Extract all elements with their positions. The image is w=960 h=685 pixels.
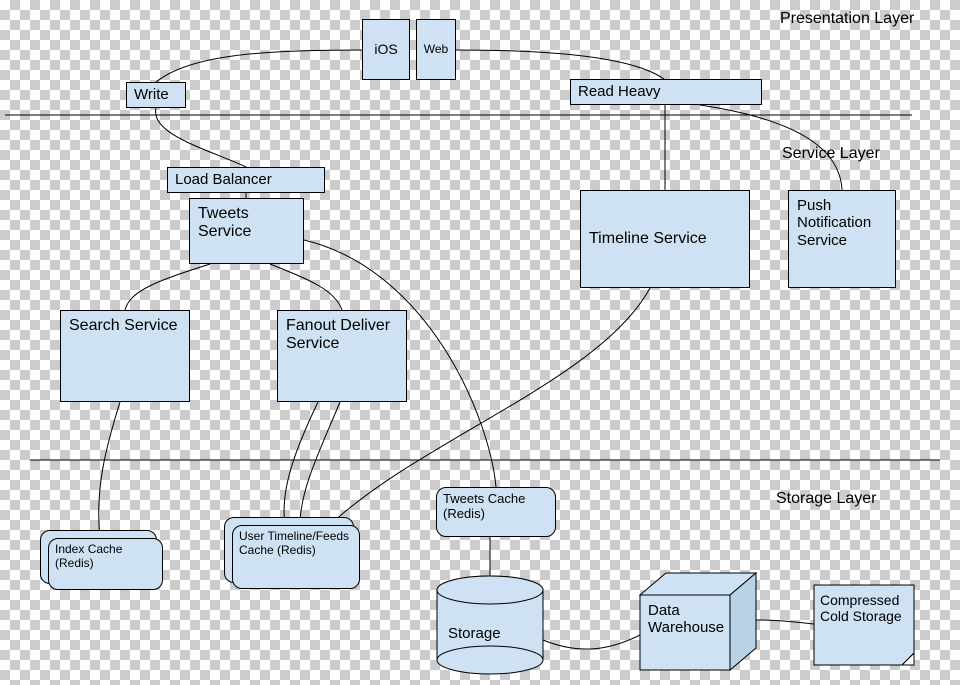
node-timeline-label: Timeline Service: [589, 230, 707, 248]
node-load-balancer: Load Balancer: [167, 167, 325, 193]
edge-storage-wh: [543, 635, 640, 649]
node-cold-label: Compressed Cold Storage: [820, 592, 908, 624]
node-warehouse-label: Data Warehouse: [648, 602, 728, 637]
edge-web-read: [456, 50, 664, 79]
edge-tweets-search: [125, 264, 210, 310]
edge-fanout-user-2: [300, 402, 340, 525]
node-tweets-service-label: Tweets Service: [198, 205, 295, 242]
node-timeline: Timeline Service: [580, 190, 750, 288]
node-index-cache: Index Cache (Redis): [48, 538, 163, 590]
edge-write-lb: [156, 108, 246, 167]
node-fanout-label: Fanout Deliver Service: [286, 317, 398, 354]
edge-search-index: [99, 402, 120, 538]
edge-ios-write: [156, 50, 362, 82]
node-search: Search Service: [60, 310, 190, 402]
node-user-cache-label: User Timeline/Feeds Cache (Redis): [239, 530, 353, 558]
edge-fanout-user-1: [284, 402, 318, 525]
node-read-heavy-label: Read Heavy: [578, 83, 661, 100]
node-storage-label: Storage: [448, 625, 501, 642]
edge-wh-cold: [756, 620, 814, 624]
node-ios: iOS: [362, 19, 410, 80]
node-index-cache-label: Index Cache (Redis): [55, 543, 156, 571]
node-web: Web: [416, 19, 456, 80]
node-user-cache: User Timeline/Feeds Cache (Redis): [232, 525, 360, 589]
node-write: Write: [126, 82, 186, 108]
layer-service-label: Service Layer: [782, 145, 880, 163]
node-tweets-service: Tweets Service: [189, 198, 304, 264]
node-push: Push Notification Service: [788, 190, 896, 288]
node-read-heavy: Read Heavy: [570, 79, 762, 105]
edge-tweets-fanout: [270, 264, 342, 310]
node-search-label: Search Service: [69, 317, 178, 335]
node-lb-label: Load Balancer: [175, 171, 272, 188]
node-push-label: Push Notification Service: [797, 197, 887, 249]
node-tweets-cache: Tweets Cache (Redis): [436, 487, 556, 537]
node-web-label: Web: [424, 43, 448, 57]
layer-presentation-label: Presentation Layer: [780, 10, 914, 28]
layer-storage-label: Storage Layer: [776, 490, 877, 508]
node-fanout: Fanout Deliver Service: [277, 310, 407, 402]
node-ios-label: iOS: [374, 41, 397, 57]
node-tweets-cache-label: Tweets Cache (Redis): [443, 492, 549, 522]
node-write-label: Write: [134, 86, 169, 103]
